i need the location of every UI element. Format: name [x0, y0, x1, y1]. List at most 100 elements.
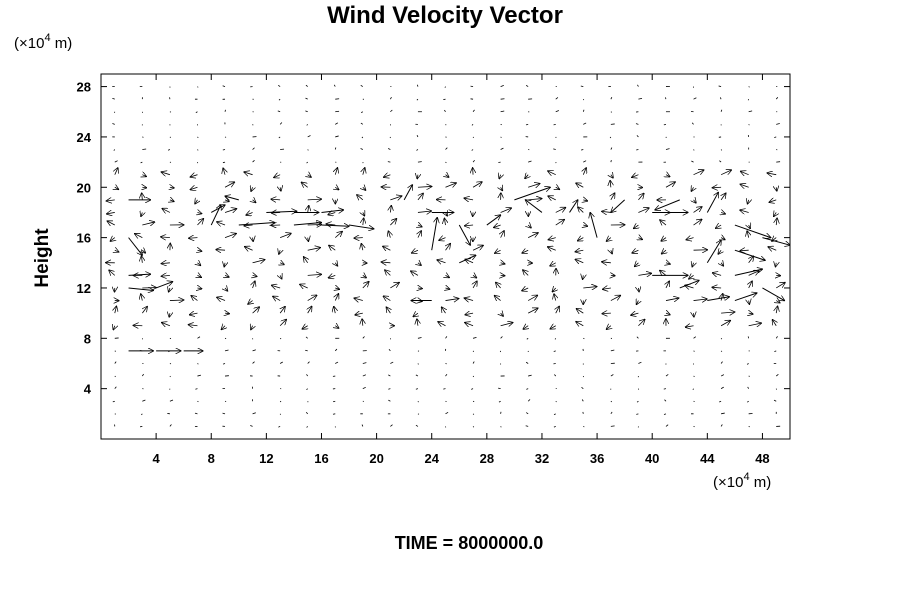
background-vector: [720, 320, 730, 327]
background-vector: [610, 97, 613, 100]
background-vector: [500, 85, 504, 87]
background-vector: [417, 84, 419, 87]
background-vector: [244, 225, 253, 226]
background-vector: [107, 212, 115, 213]
background-vector: [417, 337, 422, 339]
background-vector: [776, 218, 777, 226]
background-vector: [360, 122, 364, 125]
background-vector: [161, 172, 171, 175]
background-vector: [774, 136, 777, 138]
background-vector: [720, 170, 731, 176]
background-vector: [195, 388, 198, 390]
background-vector: [665, 182, 675, 188]
background-vector: [473, 281, 477, 289]
background-vector: [385, 270, 391, 275]
background-vector: [222, 85, 226, 87]
background-vector: [776, 187, 777, 191]
background-vector: [142, 175, 146, 177]
background-vector: [252, 160, 255, 163]
background-vector: [251, 326, 253, 330]
background-vector: [169, 375, 171, 378]
background-vector: [525, 85, 529, 87]
background-vector: [602, 313, 611, 314]
background-vector: [581, 399, 584, 402]
background-vector: [390, 424, 393, 427]
background-vector: [553, 148, 556, 150]
background-vector: [390, 97, 392, 100]
background-vector: [328, 212, 336, 214]
background-vector: [390, 205, 391, 213]
background-vector: [694, 200, 697, 203]
wind-vector: [514, 187, 550, 201]
background-vector: [308, 306, 312, 314]
background-vector: [271, 199, 281, 200]
background-vector: [721, 263, 723, 266]
background-vector: [720, 338, 723, 340]
background-vector: [718, 250, 721, 254]
background-vector: [631, 313, 639, 315]
background-vector: [417, 401, 419, 403]
background-vector: [611, 175, 613, 178]
background-vector: [222, 412, 226, 415]
background-vector: [252, 147, 255, 150]
background-vector: [610, 160, 612, 163]
background-vector: [747, 386, 750, 389]
y-units-exponent: 4: [44, 32, 50, 44]
background-vector: [445, 161, 447, 164]
wind-vector: [321, 225, 349, 226]
background-vector: [225, 275, 229, 277]
background-vector: [664, 399, 667, 402]
wind-vector: [679, 280, 699, 289]
background-vector: [273, 296, 281, 300]
background-vector: [142, 399, 146, 402]
background-vector: [308, 238, 309, 242]
background-vector: [304, 257, 308, 264]
vector-field: [106, 84, 790, 428]
background-vector: [716, 225, 722, 228]
background-vector: [471, 124, 474, 126]
wind-vector: [459, 255, 476, 264]
wind-vector: [707, 297, 729, 302]
y-tick-label: 28: [77, 80, 91, 95]
axis-ticks: [101, 74, 790, 439]
background-vector: [167, 149, 171, 151]
background-vector: [747, 400, 749, 403]
background-vector: [335, 326, 339, 328]
wind-vector: [762, 287, 784, 301]
background-vector: [197, 149, 199, 151]
background-vector: [251, 187, 253, 191]
background-vector: [386, 307, 390, 314]
background-vector: [445, 411, 449, 415]
background-vector: [554, 294, 556, 301]
background-vector: [362, 362, 367, 364]
background-vector: [335, 361, 339, 364]
background-vector: [361, 111, 364, 113]
background-vector: [636, 400, 639, 403]
background-vector: [523, 270, 528, 275]
wind-vector: [128, 274, 151, 275]
background-vector: [693, 170, 704, 176]
background-vector: [278, 426, 281, 428]
background-vector: [583, 287, 597, 288]
background-vector: [632, 175, 639, 178]
background-vector: [222, 149, 226, 151]
background-vector: [472, 426, 475, 428]
background-vector: [550, 326, 556, 329]
background-vector: [610, 111, 613, 113]
background-vector: [525, 412, 529, 415]
background-vector: [114, 160, 118, 163]
background-vector: [472, 375, 475, 378]
background-vector: [277, 110, 281, 113]
background-vector: [583, 225, 587, 226]
background-vector: [253, 275, 257, 276]
background-vector: [693, 149, 695, 151]
background-vector: [720, 109, 723, 112]
background-vector: [610, 411, 613, 415]
background-vector: [720, 424, 723, 427]
background-vector: [500, 110, 505, 113]
background-vector: [583, 200, 587, 201]
background-vector: [580, 85, 584, 87]
background-vector: [197, 212, 201, 213]
background-vector: [252, 412, 256, 415]
